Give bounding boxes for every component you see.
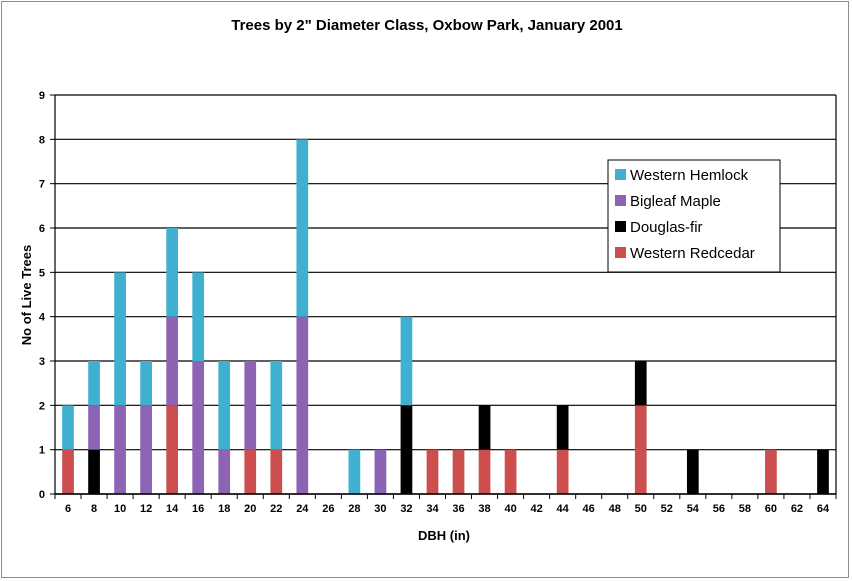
bar-segment-douglas-fir-64 <box>817 449 829 494</box>
x-tick-label: 62 <box>791 503 803 515</box>
legend: Western Hemlock Bigleaf Maple Douglas-fir W… <box>607 159 781 273</box>
bar-segment-western-hemlock-14 <box>166 228 179 317</box>
chart-title: Trees by 2" Diameter Class, Oxbow Park, … <box>231 17 623 34</box>
x-tick-label: 6 <box>65 503 71 515</box>
x-tick-label: 34 <box>426 503 439 515</box>
y-tick-label: 9 <box>39 90 45 102</box>
x-tick-label: 60 <box>765 503 777 515</box>
bar-segment-western-hemlock-12 <box>140 361 152 406</box>
legend-label: Western Redcedar <box>630 245 755 262</box>
bar-segment-western-redcedar-44 <box>556 449 569 494</box>
x-tick-label: 30 <box>374 503 386 515</box>
x-tick-label: 28 <box>348 503 360 515</box>
bar-segment-douglas-fir-8 <box>88 449 100 494</box>
legend-label: Western Hemlock <box>630 167 749 184</box>
y-tick-label: 8 <box>39 134 45 146</box>
y-tick-label: 7 <box>39 179 45 191</box>
x-tick-label: 36 <box>452 503 464 515</box>
y-tick-label: 0 <box>39 489 45 501</box>
x-tick-label: 18 <box>218 503 230 515</box>
x-tick-label: 54 <box>687 503 700 515</box>
bar-segment-western-hemlock-24 <box>296 139 309 317</box>
bar-segment-western-hemlock-28 <box>348 449 361 494</box>
bar-segment-western-redcedar-40 <box>504 449 517 494</box>
legend-swatch-western-redcedar <box>615 247 626 258</box>
bar-segment-bigleaf-maple-8 <box>88 405 100 450</box>
bar-segment-bigleaf-maple-30 <box>374 449 387 494</box>
bar-segment-douglas-fir-32 <box>400 405 413 494</box>
bar-segment-bigleaf-maple-10 <box>114 405 126 494</box>
y-tick-label: 5 <box>39 267 45 279</box>
y-tick-label: 3 <box>39 356 45 368</box>
x-axis-title: DBH (in) <box>418 528 470 543</box>
bar-segment-douglas-fir-44 <box>556 405 569 450</box>
y-tick-label: 4 <box>39 312 46 324</box>
x-tick-label: 12 <box>140 503 152 515</box>
y-axis-title: No of Live Trees <box>19 245 34 345</box>
x-tick-label: 10 <box>114 503 126 515</box>
x-tick-labels: 6 8 10 12 14 16 18 20 22 24 26 28 30 32 34 36 38 40 42 44 46… <box>65 503 830 515</box>
bar-segment-western-hemlock-6 <box>62 405 74 450</box>
bar-segment-western-redcedar-60 <box>765 449 777 494</box>
y-tick-label: 6 <box>39 223 45 235</box>
y-tick-label: 1 <box>39 445 45 457</box>
x-tick-label: 56 <box>713 503 725 515</box>
bar-segment-douglas-fir-54 <box>686 449 699 494</box>
x-tick-label: 64 <box>817 503 830 515</box>
x-tick-label: 46 <box>583 503 595 515</box>
bar-segment-western-redcedar-22 <box>270 449 283 494</box>
x-tick-label: 8 <box>91 503 97 515</box>
x-tick-label: 42 <box>530 503 542 515</box>
bar-segment-bigleaf-maple-16 <box>192 361 205 494</box>
bar-segment-western-redcedar-34 <box>426 449 439 494</box>
bar-segment-western-hemlock-22 <box>270 361 283 450</box>
bar-segment-western-redcedar-36 <box>452 449 465 494</box>
axes <box>54 95 837 499</box>
x-tick-label: 50 <box>635 503 647 515</box>
bar-segment-western-hemlock-16 <box>192 272 205 361</box>
legend-swatch-douglas-fir <box>615 221 626 232</box>
x-tick-label: 44 <box>557 503 570 515</box>
bar-segment-douglas-fir-38 <box>478 405 491 450</box>
legend-swatch-bigleaf-maple <box>615 195 626 206</box>
x-tick-label: 38 <box>478 503 490 515</box>
bar-segment-western-hemlock-10 <box>114 272 126 406</box>
bar-segment-western-redcedar-38 <box>478 449 491 494</box>
bar-segment-western-hemlock-18 <box>218 361 231 450</box>
x-tick-label: 20 <box>244 503 256 515</box>
bar-segment-bigleaf-maple-24 <box>296 316 309 494</box>
bar-segment-western-redcedar-6 <box>62 449 74 494</box>
x-tick-label: 48 <box>609 503 621 515</box>
x-tick-label: 58 <box>739 503 751 515</box>
x-tick-label: 40 <box>504 503 516 515</box>
x-tick-label: 24 <box>296 503 309 515</box>
x-tick-label: 52 <box>661 503 673 515</box>
bar-segment-douglas-fir-50 <box>634 361 647 406</box>
x-tick-label: 32 <box>400 503 412 515</box>
bar-segment-western-redcedar-14 <box>166 405 179 494</box>
bar-segment-bigleaf-maple-18 <box>218 449 231 494</box>
y-tick-labels: 0 1 2 3 4 5 6 7 8 9 <box>39 90 46 501</box>
bar-segment-western-redcedar-20 <box>244 449 257 494</box>
bar-segment-western-hemlock-32 <box>400 316 413 406</box>
x-tick-label: 26 <box>322 503 334 515</box>
bars <box>62 139 829 494</box>
x-tick-label: 14 <box>166 503 179 515</box>
bar-segment-bigleaf-maple-14 <box>166 316 179 406</box>
x-tick-label: 22 <box>270 503 282 515</box>
y-tick-label: 2 <box>39 400 45 412</box>
legend-swatch-western-hemlock <box>615 169 626 180</box>
bar-segment-western-hemlock-8 <box>88 361 100 406</box>
bar-segment-bigleaf-maple-20 <box>244 361 257 450</box>
legend-label: Bigleaf Maple <box>630 193 721 210</box>
x-tick-label: 16 <box>192 503 204 515</box>
bar-segment-western-redcedar-50 <box>634 405 647 494</box>
legend-label: Douglas-fir <box>630 219 703 236</box>
legend-box <box>607 159 781 273</box>
bar-segment-bigleaf-maple-12 <box>140 405 152 494</box>
